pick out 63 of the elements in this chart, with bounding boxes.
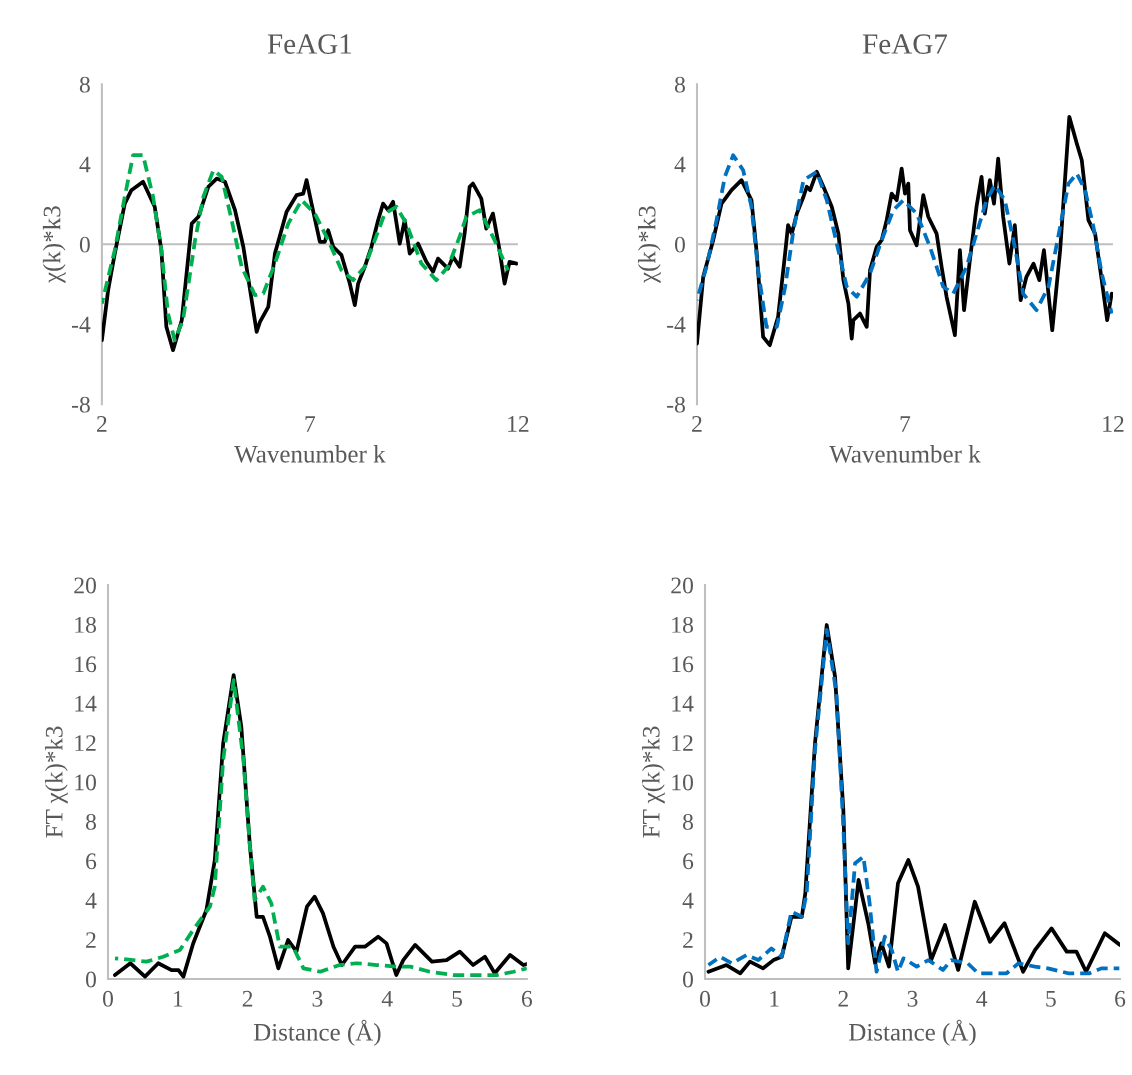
- x-axis-title: Wavenumber k: [829, 445, 981, 463]
- x-tick-label: 5: [1046, 991, 1056, 1007]
- y-tick-label: 6: [683, 853, 694, 870]
- x-tick-label: 6: [521, 990, 533, 1007]
- y-tick-label: 16: [75, 656, 97, 673]
- x-tick-label: 2: [838, 990, 848, 1007]
- x-tick-label: 7: [900, 416, 911, 432]
- y-tick-label: 14: [672, 695, 694, 712]
- x-tick-label: 2: [242, 990, 253, 1007]
- y-tick-label: 8: [682, 813, 693, 830]
- x-tick-label: 2: [97, 416, 107, 432]
- y-tick-label: -8: [71, 396, 90, 413]
- y-tick-label: 4: [79, 156, 91, 173]
- y-tick-label: 0: [85, 971, 96, 988]
- x-tick-label: 4: [976, 990, 988, 1007]
- y-tick-label: -4: [71, 316, 91, 333]
- x-tick-label: 3: [312, 990, 323, 1007]
- x-tick-label: 4: [381, 990, 393, 1007]
- x-tick-label: 0: [102, 990, 113, 1007]
- y-tick-label: -8: [667, 396, 685, 413]
- y-tick-label: 4: [674, 156, 686, 173]
- y-tick-label: 10: [672, 774, 693, 791]
- y-axis-title: χ(k)*k3: [42, 206, 66, 284]
- y-tick-label: 12: [75, 735, 96, 751]
- y-tick-label: 20: [74, 577, 96, 594]
- y-tick-label: 4: [682, 892, 694, 909]
- y-tick-label: 18: [672, 616, 693, 633]
- y-tick-label: 20: [671, 577, 693, 594]
- line-series: [696, 153, 1113, 329]
- y-tick-label: 12: [672, 735, 693, 751]
- y-tick-label: 16: [672, 656, 694, 673]
- y-axis-title: FT χ(k)*k3: [45, 726, 68, 838]
- chart-title: FeAG1: [267, 34, 352, 54]
- y-tick-label: 2: [86, 932, 96, 948]
- x-tick-label: 12: [1103, 416, 1124, 432]
- x-tick-label: 1: [173, 990, 183, 1007]
- y-tick-label: 0: [674, 236, 685, 253]
- y-tick-label: 2: [683, 932, 693, 948]
- x-tick-label: 3: [907, 990, 918, 1007]
- x-axis-title: Distance (Å): [253, 1019, 381, 1046]
- y-tick-label: 8: [79, 76, 90, 93]
- y-tick-label: 8: [674, 76, 685, 93]
- x-tick-label: 12: [508, 416, 529, 432]
- x-tick-label: 1: [770, 990, 779, 1007]
- y-tick-label: 0: [682, 971, 693, 988]
- y-tick-label: 4: [85, 892, 97, 909]
- x-tick-label: 5: [452, 991, 463, 1007]
- y-tick-label: 0: [79, 236, 90, 253]
- line-series: [101, 153, 510, 343]
- y-tick-label: 10: [75, 774, 96, 791]
- x-axis-title: Distance (Å): [849, 1019, 976, 1046]
- y-tick-label: 14: [75, 695, 97, 712]
- y-axis-title: χ(k)*k3: [637, 206, 661, 284]
- x-tick-label: 6: [1115, 990, 1126, 1007]
- y-tick-label: 6: [86, 853, 97, 870]
- y-tick-label: 18: [75, 616, 96, 633]
- x-tick-label: 0: [700, 990, 711, 1007]
- y-tick-label: 8: [85, 813, 96, 830]
- y-tick-label: -4: [667, 316, 686, 333]
- x-axis-title: Wavenumber k: [234, 445, 386, 463]
- chart-title: FeAG7: [862, 34, 948, 54]
- x-tick-label: 7: [305, 416, 316, 432]
- y-axis-title: FT χ(k)*k3: [642, 726, 665, 838]
